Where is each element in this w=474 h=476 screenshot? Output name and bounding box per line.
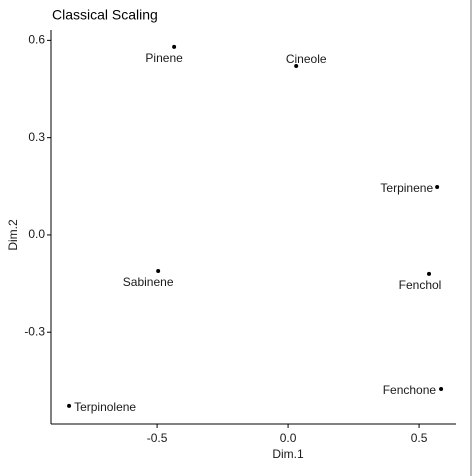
x-axis-title: Dim.1	[272, 447, 304, 461]
point	[435, 184, 440, 189]
y-tick-label: 0.0	[28, 227, 45, 241]
point	[67, 403, 72, 408]
point	[172, 44, 177, 49]
point-label: Terpinene	[380, 181, 433, 195]
point-label: Fenchol	[399, 278, 442, 292]
point-label: Terpinolene	[74, 400, 136, 414]
y-tick-label: 0.3	[28, 130, 45, 144]
point-label: Fenchone	[383, 383, 437, 397]
point	[427, 271, 432, 276]
y-tick-label: 0.6	[28, 33, 45, 47]
point	[156, 268, 161, 273]
point-label: Sabinene	[123, 275, 174, 289]
point-label: Cineole	[286, 52, 327, 66]
y-tick-label: -0.3	[24, 324, 45, 338]
point	[294, 63, 299, 68]
x-tick-label: -0.5	[147, 431, 168, 445]
chart-title: Classical Scaling	[52, 7, 158, 23]
x-tick-label: 0.0	[280, 431, 297, 445]
x-tick-label: 0.5	[411, 431, 428, 445]
point-label: Pinene	[145, 51, 183, 65]
y-axis-title: Dim.2	[6, 219, 20, 251]
point	[439, 386, 444, 391]
